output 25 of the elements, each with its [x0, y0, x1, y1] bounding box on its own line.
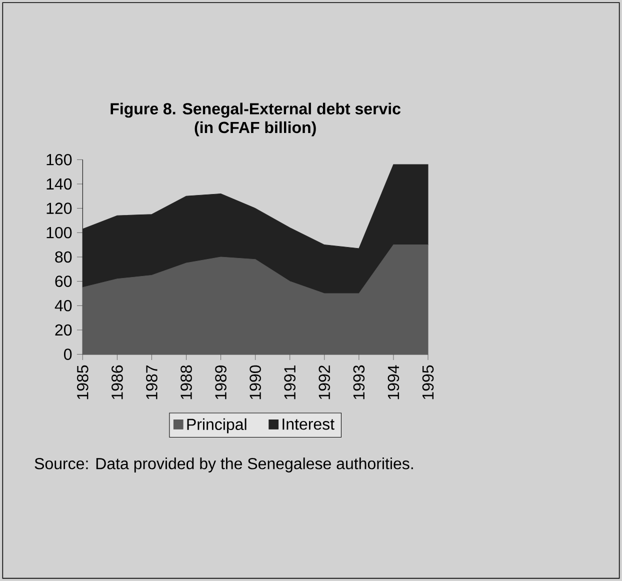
- x-tick-label: 1985: [77, 365, 88, 400]
- y-tick-label: 140: [46, 178, 72, 190]
- x-tick-label: 1990: [250, 365, 261, 400]
- x-tick-label: 1995: [422, 365, 434, 400]
- y-tick-label: 40: [54, 300, 72, 312]
- x-tick-label: 1994: [388, 365, 400, 400]
- legend-label: Interest: [282, 418, 334, 430]
- y-tick-label: 160: [46, 154, 72, 166]
- y-tick-label: 120: [46, 202, 72, 214]
- x-tick-label: 1993: [353, 365, 365, 400]
- y-tick-label: 20: [55, 324, 72, 336]
- y-tick-label: 80: [55, 251, 72, 263]
- y-tick-label: 0: [64, 348, 72, 360]
- x-tick-label: 1989: [215, 365, 226, 400]
- chart-subtitle: (in CFAF billion): [194, 121, 316, 136]
- source-note: Source: Data provided by the Senegalese authorities.: [34, 458, 413, 472]
- x-tick-label: 1988: [180, 365, 192, 400]
- x-tick-label: 1991: [284, 366, 296, 400]
- y-tick-label: 100: [46, 227, 72, 238]
- y-tick-label: 60: [55, 276, 72, 287]
- chart-title: Figure 8. Senegal-External debt servic: [110, 102, 401, 118]
- x-tick-label: 1992: [318, 366, 330, 400]
- x-tick-label: 1986: [112, 365, 123, 400]
- legend-label: Principal: [187, 418, 246, 434]
- x-tick-label: 1987: [146, 366, 158, 400]
